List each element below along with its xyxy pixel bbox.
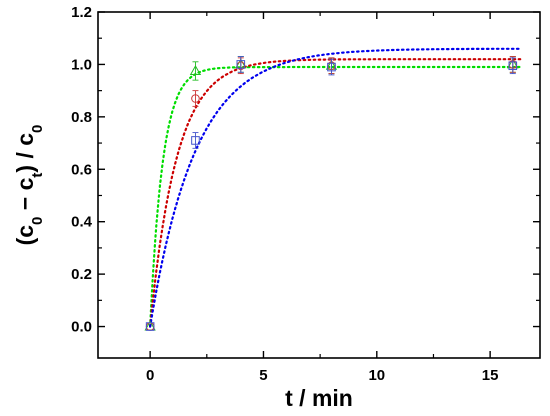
y-axis-title-sub: 0 <box>29 125 46 133</box>
y-tick-label: 0.0 <box>71 319 92 336</box>
y-tick-label: 0.2 <box>71 266 92 283</box>
plot-frame <box>97 11 541 359</box>
plot-area <box>144 47 524 331</box>
fit-curve <box>149 47 524 328</box>
x-tick-label: 10 <box>368 367 385 384</box>
x-tick-label: 15 <box>482 367 499 384</box>
data-point-square <box>508 61 518 71</box>
fit-curve <box>149 58 524 328</box>
y-axis-title-sub: 0 <box>29 217 46 225</box>
data-point-triangle <box>189 64 202 75</box>
x-axis-title: t / min <box>285 385 353 411</box>
data-point-square <box>191 136 200 145</box>
y-axis-title-part: ) / c <box>12 133 38 173</box>
fit-curve <box>149 65 524 328</box>
data-point-circle <box>191 94 200 103</box>
y-tick-label: 0.4 <box>71 214 93 231</box>
y-axis-title-part: (c <box>12 225 38 246</box>
y-axis-title: (c0 − ct) / c0 <box>12 125 46 246</box>
y-tick-label: 0.6 <box>71 161 92 178</box>
y-axis-title-part: − c <box>12 177 38 216</box>
data-point-square <box>236 60 246 69</box>
x-tick-label: 5 <box>259 367 267 384</box>
axis-ticks: 0 5 10 15 0.0 0.2 0.4 0.6 0.8 1.0 1.2 <box>71 4 540 384</box>
data-point-square <box>145 322 155 331</box>
x-tick-label: 0 <box>146 367 154 384</box>
y-tick-label: 1.0 <box>71 56 92 73</box>
data-point-square <box>327 62 336 72</box>
y-axis-title-sub: t <box>29 173 46 178</box>
y-tick-label: 1.2 <box>71 4 92 21</box>
y-tick-label: 0.8 <box>71 109 92 126</box>
